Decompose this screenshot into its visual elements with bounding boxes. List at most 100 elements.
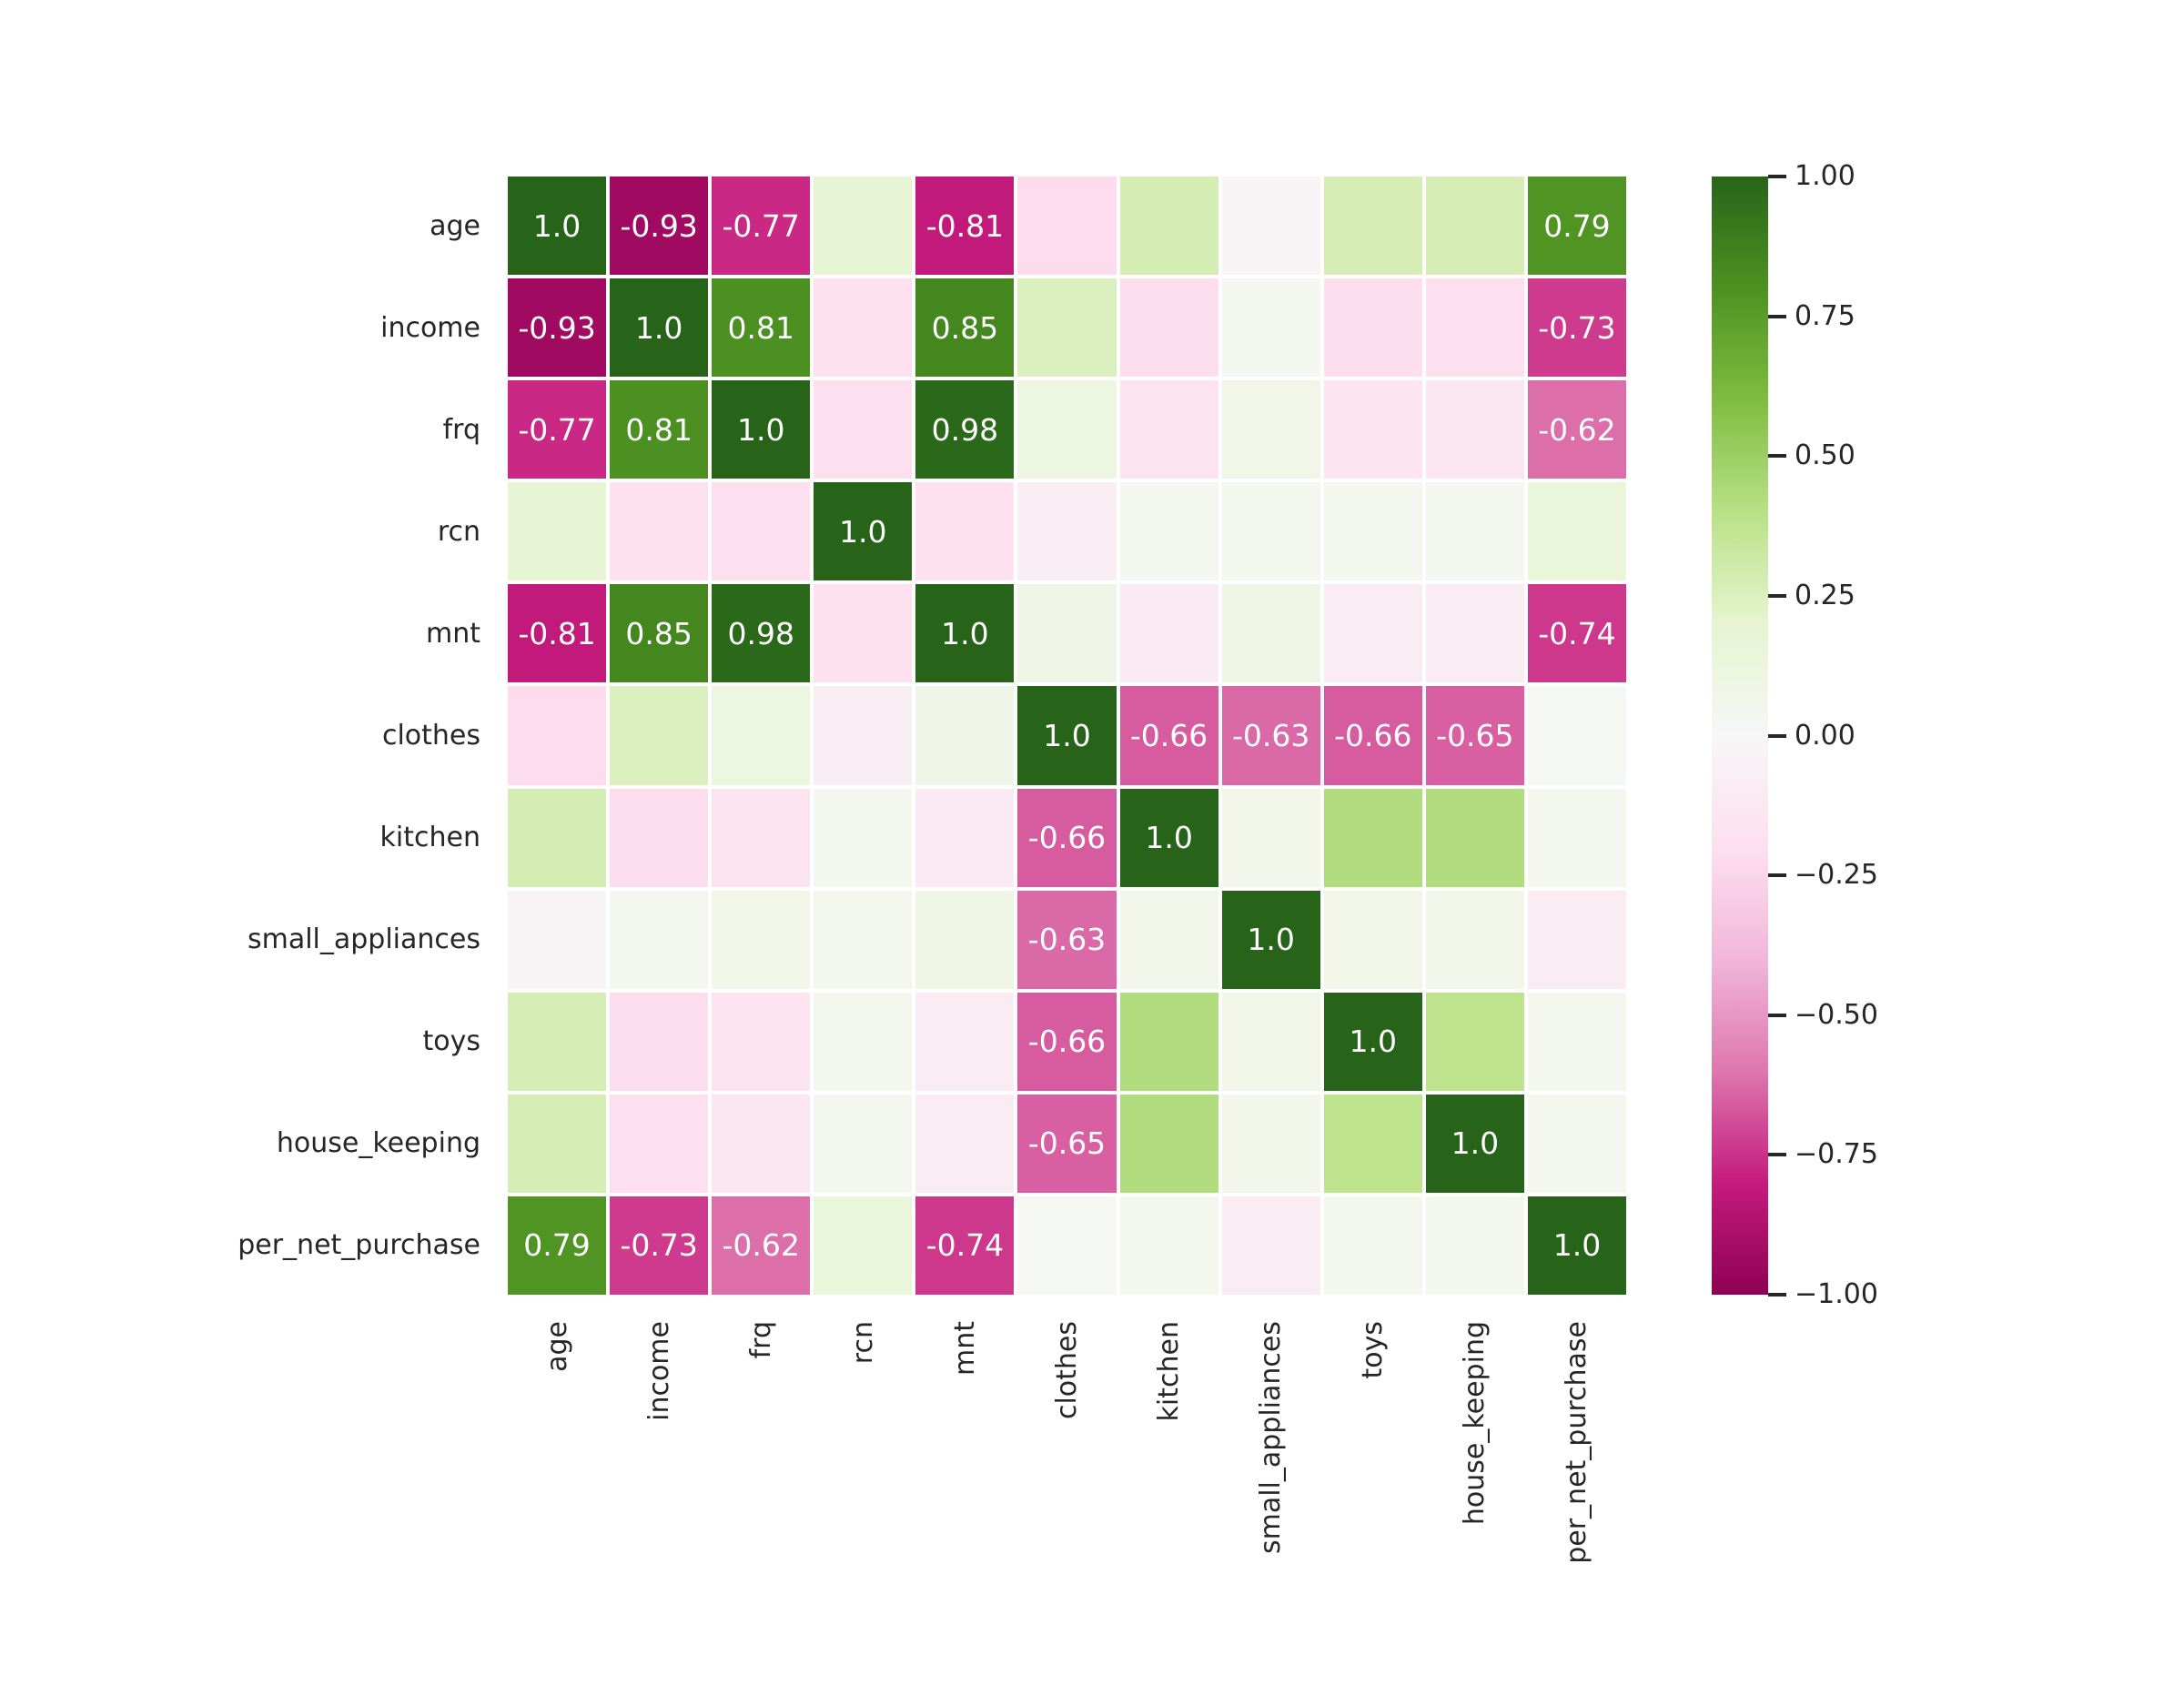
heatmap-cell	[610, 992, 709, 1091]
heatmap-cell	[1425, 482, 1524, 581]
heatmap-cell	[1119, 992, 1218, 1091]
y-tick-label-text: kitchen	[379, 822, 480, 854]
heatmap-cell	[508, 788, 607, 887]
cell-value: -0.77	[722, 207, 800, 244]
heatmap-cell	[610, 482, 709, 581]
x-tick-label: kitchen	[1120, 1321, 1218, 1685]
cell-value: -0.65	[1027, 1125, 1107, 1162]
heatmap-cell	[1221, 380, 1320, 479]
heatmap-cell: -0.63	[1017, 890, 1117, 989]
x-tick-label-text: kitchen	[1153, 1321, 1186, 1422]
heatmap-cell	[712, 890, 811, 989]
heatmap-cell	[814, 584, 913, 683]
x-tick-label: clothes	[1017, 1321, 1116, 1685]
heatmap-cell	[1425, 278, 1524, 378]
heatmap-cell	[1425, 584, 1524, 683]
heatmap-cell	[1323, 380, 1422, 479]
heatmap-cell	[712, 788, 811, 887]
heatmap-cell: 1.0	[1527, 1196, 1626, 1295]
colorbar-tick	[1768, 1153, 1786, 1157]
colorbar-tick-label: 1.00	[1795, 160, 1855, 192]
heatmap-cell	[1221, 482, 1320, 581]
x-tick-label: income	[610, 1321, 708, 1685]
cell-value: -0.63	[1231, 717, 1310, 753]
heatmap-cell	[1425, 380, 1524, 479]
heatmap-cell	[1221, 788, 1320, 887]
x-tick-label-text: frq	[744, 1321, 777, 1359]
cell-value: -0.66	[1129, 717, 1208, 753]
heatmap-cell	[1221, 278, 1320, 378]
heatmap-cell	[915, 890, 1015, 989]
heatmap-cell	[814, 890, 913, 989]
heatmap-cell	[1017, 482, 1117, 581]
colorbar-tick-label: −1.00	[1795, 1278, 1878, 1310]
heatmap-cell	[508, 686, 607, 785]
heatmap-cell: 1.0	[915, 584, 1015, 683]
y-tick-label-text: rcn	[437, 515, 480, 548]
heatmap-cell	[610, 686, 709, 785]
cell-value: -0.62	[722, 1227, 800, 1264]
heatmap-cell: 0.81	[610, 380, 709, 479]
y-tick-label: per_net_purchase	[0, 1196, 480, 1295]
cell-value: -0.77	[518, 411, 596, 448]
y-tick-label: income	[0, 278, 480, 377]
y-tick-label-text: frq	[442, 413, 480, 446]
heatmap-cell	[1527, 788, 1626, 887]
x-tick-label-text: clothes	[1050, 1321, 1083, 1420]
colorbar-tick-label: 0.75	[1795, 299, 1855, 332]
heatmap-cell	[712, 1094, 811, 1193]
heatmap-cell	[1119, 482, 1218, 581]
heatmap-cell	[508, 992, 607, 1091]
heatmap-cell	[915, 1094, 1015, 1193]
heatmap-cell	[1221, 584, 1320, 683]
heatmap-cell	[1119, 177, 1218, 276]
colorbar-tick	[1768, 873, 1786, 878]
heatmap-cell: -0.63	[1221, 686, 1320, 785]
heatmap-cell	[1017, 584, 1117, 683]
cell-value: 0.79	[1543, 207, 1611, 244]
heatmap-cell	[915, 788, 1015, 887]
heatmap-cell	[1221, 177, 1320, 276]
cell-value: 0.79	[523, 1227, 591, 1264]
heatmap-cell	[915, 686, 1015, 785]
x-tick-label: small_appliances	[1222, 1321, 1320, 1685]
heatmap-cell	[814, 1196, 913, 1295]
heatmap-cell	[1323, 584, 1422, 683]
heatmap-cell	[1323, 482, 1422, 581]
x-tick-label-text: rcn	[846, 1321, 879, 1365]
x-tick-label-text: age	[541, 1321, 573, 1372]
cell-value: 1.0	[1552, 1227, 1602, 1264]
heatmap-cell: -0.66	[1323, 686, 1422, 785]
heatmap-cell: 1.0	[610, 278, 709, 378]
y-tick-label-text: income	[380, 311, 480, 344]
heatmap-cell: -0.66	[1017, 788, 1117, 887]
heatmap-cell	[712, 686, 811, 785]
cell-value: 1.0	[1451, 1125, 1500, 1162]
heatmap-cell	[610, 788, 709, 887]
heatmap-cell	[814, 380, 913, 479]
heatmap-cell	[1119, 1196, 1218, 1295]
y-tick-label-text: mnt	[426, 617, 480, 650]
cell-value: -0.93	[518, 309, 596, 346]
heatmap-cell	[814, 992, 913, 1091]
heatmap-cell: -0.93	[610, 177, 709, 276]
cell-value: 1.0	[839, 513, 887, 550]
colorbar-tick	[1768, 175, 1786, 178]
heatmap-cell	[610, 890, 709, 989]
cell-value: -0.63	[1027, 922, 1107, 958]
heatmap-cell	[1221, 992, 1320, 1091]
y-tick-label-text: toys	[422, 1025, 480, 1058]
cell-value: 0.98	[931, 411, 999, 448]
cell-value: -0.66	[1334, 717, 1412, 753]
heatmap-cell	[1119, 1094, 1218, 1193]
heatmap-cell: 1.0	[508, 177, 607, 276]
y-tick-label: kitchen	[0, 789, 480, 887]
heatmap-cell	[1119, 278, 1218, 378]
heatmap-cell	[1425, 992, 1524, 1091]
cell-value: 0.98	[727, 615, 794, 651]
heatmap-cell: 1.0	[1119, 788, 1218, 887]
y-tick-label-text: house_keeping	[276, 1127, 480, 1160]
colorbar	[1712, 177, 1768, 1295]
heatmap-cell: -0.62	[1527, 380, 1626, 479]
heatmap-cell	[915, 482, 1015, 581]
